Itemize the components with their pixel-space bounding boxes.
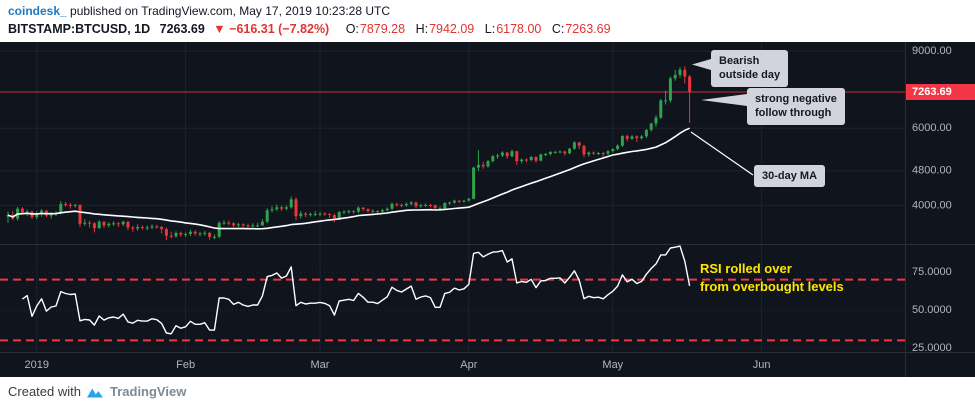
open-value: 7879.28 [359, 22, 406, 36]
tradingview-logo-icon[interactable] [86, 384, 104, 402]
callout-text: outside day [719, 69, 781, 82]
high-label: H: [415, 22, 429, 36]
rsi-line [21, 245, 691, 335]
svg-text:6000.00: 6000.00 [912, 122, 952, 134]
chart-region[interactable]: 9000.00 6000.00 4800.00 4000.00 75.0000 50.00… [0, 42, 975, 377]
header: coindesk_ published on TradingView.com, … [0, 0, 975, 42]
callout-text: Bearish [719, 55, 760, 67]
svg-text:4000.00: 4000.00 [912, 199, 952, 211]
price-change: ▼ −616.31 (−7.82%) [213, 22, 330, 36]
annotation-pointers [690, 59, 754, 176]
svg-text:Feb: Feb [176, 359, 195, 371]
callout-bearish-outside-day[interactable]: Bearish outside day [711, 50, 789, 87]
svg-text:Apr: Apr [460, 359, 477, 371]
rsi-band-lines [0, 278, 905, 342]
rsi-note-annotation[interactable]: RSI rolled over from overbought levels [700, 260, 844, 295]
svg-text:4800.00: 4800.00 [912, 165, 952, 177]
high-value: 7942.09 [429, 22, 475, 36]
svg-text:Jun: Jun [753, 359, 771, 371]
callout-negative-follow-through[interactable]: strong negative follow through [747, 88, 845, 125]
callout-text: 30-day MA [762, 170, 818, 182]
footer: Created with TradingView [0, 377, 975, 417]
open-label: O: [345, 22, 359, 36]
candlestick-series [6, 66, 692, 241]
ma-callout-connector [690, 131, 754, 176]
tradingview-brand-link[interactable]: TradingView [109, 384, 187, 399]
callout-text: strong negative [755, 93, 837, 105]
last-price-badge: 7263.69 [906, 83, 975, 100]
symbol-line: BITSTAMP:BTCUSD, 1D 7263.69 ▼ −616.31 (−… [8, 22, 611, 36]
rsi-note-text: from overbought levels [700, 278, 844, 294]
credit-text: published on TradingView.com, May 17, 20… [66, 4, 391, 18]
symbol-title[interactable]: BITSTAMP:BTCUSD, 1D [8, 22, 151, 36]
callout-30-day-ma[interactable]: 30-day MA [754, 165, 826, 188]
ohlc-values: O:7879.28 H:7942.09 L:6178.00 C:7263.69 [339, 22, 611, 36]
low-value: 6178.00 [496, 22, 542, 36]
svg-text:7263.69: 7263.69 [912, 86, 952, 98]
bearish-callout-tail [692, 59, 711, 70]
created-with-text: Created with [8, 384, 81, 399]
credit-source-link[interactable]: coindesk_ [8, 4, 67, 18]
follow-through-callout-tail [701, 94, 747, 106]
rsi-note-text: RSI rolled over [700, 261, 792, 276]
svg-text:9000.00: 9000.00 [912, 45, 952, 57]
pane-separators [0, 42, 975, 377]
low-label: L: [484, 22, 496, 36]
svg-text:75.0000: 75.0000 [912, 266, 952, 278]
svg-text:25.0000: 25.0000 [912, 342, 952, 354]
last-price: 7263.69 [159, 22, 205, 36]
price-scale[interactable]: 9000.00 6000.00 4800.00 4000.00 75.0000 50.00… [912, 45, 952, 354]
callout-text: follow through [755, 107, 832, 120]
time-scale[interactable]: 2019 Feb Mar Apr May Jun [25, 359, 771, 371]
credit-line: coindesk_ published on TradingView.com, … [8, 4, 390, 18]
close-value: 7263.69 [565, 22, 611, 36]
30-day-ma-line [7, 127, 690, 230]
svg-text:May: May [602, 359, 623, 371]
svg-text:Mar: Mar [311, 359, 330, 371]
close-label: C: [551, 22, 565, 36]
svg-text:2019: 2019 [25, 359, 49, 371]
svg-text:50.0000: 50.0000 [912, 304, 952, 316]
